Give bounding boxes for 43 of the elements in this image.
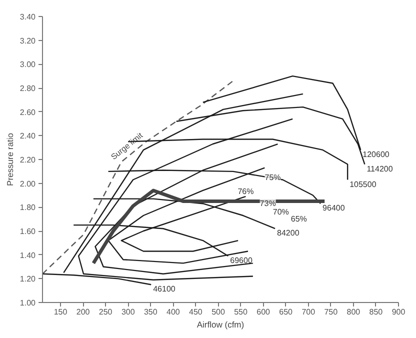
x-tick-label: 450	[189, 308, 203, 316]
series-label: 105500	[350, 180, 377, 189]
series-label: 114200	[366, 164, 394, 174]
x-axis-title: Airflow (cfm)	[196, 320, 244, 330]
x-tick-label: 250	[98, 308, 113, 316]
x-tick-label: 850	[369, 308, 384, 316]
y-tick-label: 2.60	[20, 108, 36, 117]
x-tick-label: 650	[279, 308, 294, 316]
x-tick-label: 400	[166, 308, 180, 316]
x-tick-label: 750	[324, 308, 338, 316]
y-tick-label: 3.40	[20, 12, 36, 22]
annotation: 73%	[260, 199, 276, 208]
annotation: 75%	[264, 172, 281, 182]
x-tick-label: 150	[54, 308, 68, 316]
x-tick-label: 300	[121, 308, 136, 316]
x-tick-label: 200	[76, 308, 90, 316]
y-tick-label: 1.00	[20, 298, 36, 308]
annotation: 65%	[290, 214, 307, 224]
y-tick-label: 3.20	[20, 36, 36, 46]
series-label: 96400	[322, 204, 346, 213]
y-tick-label: 2.20	[20, 156, 36, 164]
series-label: 84200	[277, 228, 300, 238]
annotation: 70%	[272, 207, 289, 216]
x-tick-label: 600	[256, 308, 271, 316]
x-tick-label: 700	[302, 308, 316, 316]
series-label: 120600	[362, 150, 390, 159]
y-tick-label: 2.80	[20, 84, 36, 93]
x-tick-label: 550	[234, 308, 248, 316]
y-tick-label: 3.00	[20, 60, 36, 70]
x-tick-label: 900	[392, 308, 406, 316]
y-tick-label: 2.00	[20, 179, 36, 188]
x-tick-label: 800	[346, 308, 361, 316]
y-tick-label: 1.80	[20, 203, 36, 212]
y-axis-title: Pressure ratio	[4, 132, 15, 186]
annotation: 76%	[238, 187, 254, 196]
y-tick-label: 1.60	[20, 227, 36, 236]
y-tick-label: 1.20	[20, 274, 36, 284]
y-tick-label: 2.40	[20, 132, 36, 141]
y-tick-label: 1.40	[20, 250, 36, 260]
x-tick-label: 500	[212, 308, 226, 316]
x-tick-label: 350	[144, 308, 158, 316]
series-label: 69600	[230, 256, 253, 266]
series-label: 46100	[153, 284, 176, 294]
